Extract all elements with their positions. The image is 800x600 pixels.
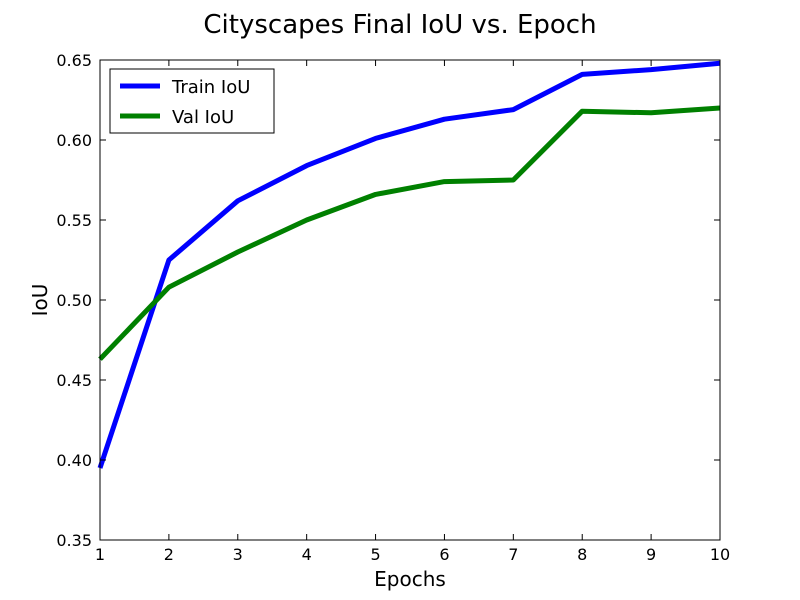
x-tick-label: 1 [95,545,105,564]
legend: Train IoU Val IoU [109,68,275,134]
y-tick-label: 0.45 [56,371,92,390]
y-tick-label: 0.60 [56,131,92,150]
x-axis-label: Epochs [374,567,446,591]
x-tick-label: 5 [370,545,380,564]
axis-ticks: 1 2 3 4 5 6 7 8 9 10 0.35 0.40 0.45 0.50 0.55 0.60 0.65 [56,51,730,564]
series-lines [97,60,721,469]
legend-box [109,68,275,134]
series-line-val-iou [98,105,721,361]
series-line-train-iou [97,60,721,469]
y-tick-label: 0.65 [56,51,92,70]
legend-train-label: Train IoU [171,77,250,98]
y-tick-label: 0.35 [56,531,92,550]
x-tick-label: 7 [508,545,518,564]
y-tick-label: 0.50 [56,291,92,310]
chart-title: Cityscapes Final IoU vs. Epoch [203,10,596,40]
y-tick-label: 0.55 [56,211,92,230]
x-tick-label: 3 [233,545,243,564]
y-tick-label: 0.40 [56,451,92,470]
x-tick-label: 10 [710,545,730,564]
y-axis-label: IoU [28,284,52,317]
x-tick-label: 8 [577,545,587,564]
x-tick-label: 2 [164,545,174,564]
x-tick-label: 6 [439,545,449,564]
x-tick-label: 9 [646,545,656,564]
x-tick-label: 4 [302,545,312,564]
legend-val-label: Val IoU [172,107,234,128]
